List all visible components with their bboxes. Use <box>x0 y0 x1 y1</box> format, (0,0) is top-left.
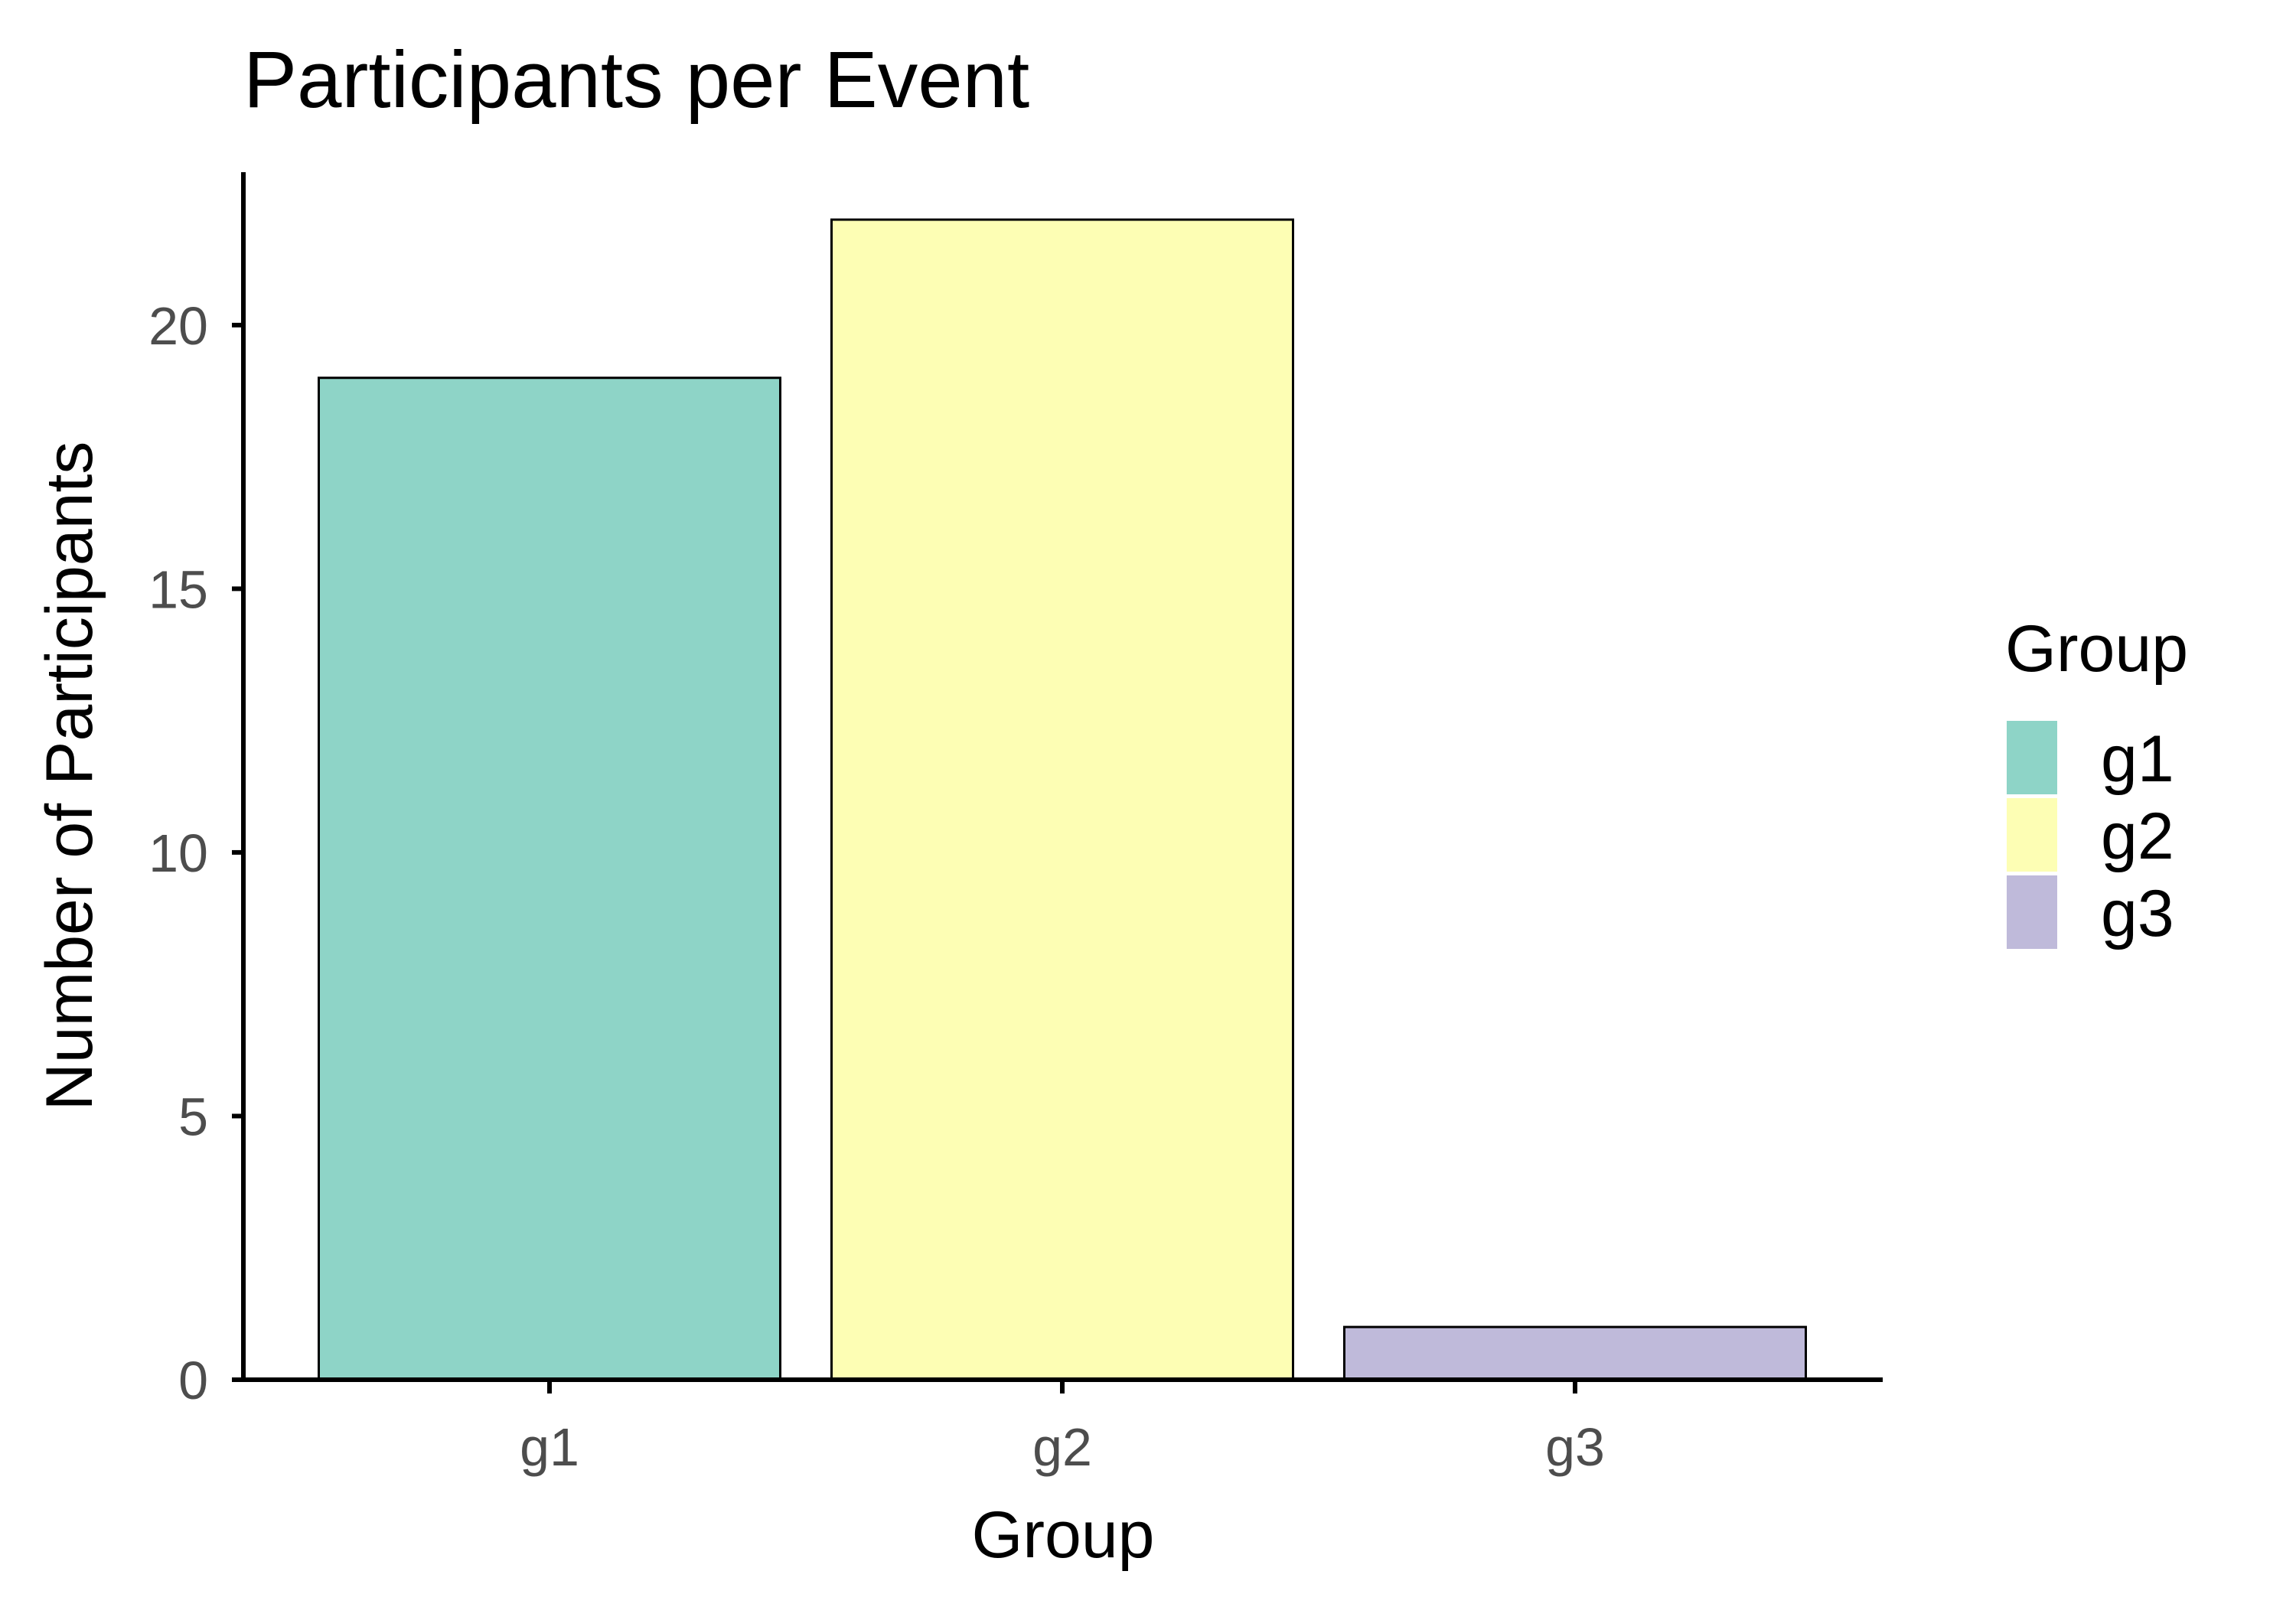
y-axis-title: Number of Participants <box>33 442 106 1111</box>
legend-key-g1 <box>2007 721 2057 794</box>
y-tick-label-20: 20 <box>148 296 208 356</box>
x-tick-label-g2: g2 <box>1032 1417 1092 1477</box>
y-tick-label-0: 0 <box>178 1351 208 1410</box>
plot-area <box>318 218 1807 1381</box>
bar-g3 <box>1343 1325 1807 1381</box>
legend-label-g2: g2 <box>2101 800 2174 873</box>
bar-g1 <box>318 376 781 1381</box>
legend-title: Group <box>2005 612 2188 686</box>
y-tick-label-10: 10 <box>148 823 208 883</box>
x-axis-title: Group <box>971 1498 1154 1572</box>
y-axis: 0 5 10 15 20 <box>148 172 246 1410</box>
legend-label-g3: g3 <box>2101 877 2174 950</box>
legend-label-g1: g1 <box>2101 722 2174 796</box>
x-axis: g1 g2 g3 <box>241 1377 1883 1477</box>
legend-key-g2 <box>2007 798 2057 872</box>
chart-title: Participants per Event <box>243 35 1029 125</box>
y-tick-label-5: 5 <box>178 1087 208 1146</box>
legend-key-g3 <box>2007 875 2057 949</box>
x-tick-label-g3: g3 <box>1545 1417 1605 1477</box>
x-tick-label-g1: g1 <box>520 1417 579 1477</box>
y-tick-label-15: 15 <box>148 559 208 619</box>
bar-g2 <box>830 218 1294 1381</box>
